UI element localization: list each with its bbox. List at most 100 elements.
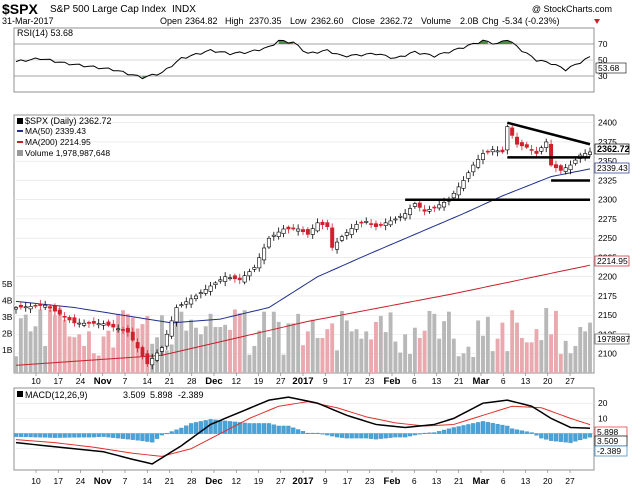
volume-bar <box>383 332 388 373</box>
rsi-value-tag: 53.68 <box>598 63 620 73</box>
macd-histogram-bar <box>441 429 447 434</box>
candle-body <box>262 247 267 261</box>
macd-histogram-bar <box>281 425 286 434</box>
volume-bar <box>432 313 437 373</box>
candle-body <box>140 347 145 357</box>
candle-body <box>291 227 296 230</box>
candle-body <box>339 236 344 241</box>
candle-body <box>505 126 510 151</box>
volume-tick-label: 2B <box>2 329 13 339</box>
volume-bar <box>62 319 67 373</box>
volume-tick-label: 5B <box>2 279 13 289</box>
macd-histogram-bar <box>383 433 388 439</box>
volume-bar <box>213 327 218 373</box>
volume-bar <box>291 323 296 373</box>
macd-histogram-bar <box>378 433 383 439</box>
macd-histogram-bar <box>169 431 174 434</box>
macd-legend: MACD(12,26,9) 3.509 5.898 -2.389 <box>17 390 204 400</box>
chart-header: $SPX S&P 500 Large Cap Index INDX @ Stoc… <box>2 1 612 26</box>
macd-histogram-bar <box>325 433 330 436</box>
volume-bar <box>568 353 573 373</box>
macd-histogram-bar <box>500 424 505 434</box>
volume-bar <box>378 316 383 373</box>
x-axis-tick-label: 13 <box>432 376 442 386</box>
volume-bar <box>48 309 52 373</box>
rsi-value-tag-box <box>595 62 627 74</box>
volume-bar <box>422 330 427 373</box>
volume-bar <box>558 354 563 373</box>
candle-body <box>135 342 140 349</box>
candle-body <box>364 220 369 223</box>
candle-body <box>461 180 466 189</box>
macd-histogram-bar <box>130 433 135 440</box>
trendline <box>506 121 591 146</box>
volume-bar <box>446 311 451 373</box>
volume-bar <box>174 310 179 373</box>
x-axis-tick-label: Feb <box>384 476 401 487</box>
macd-histogram-bar <box>403 433 408 438</box>
candle-body <box>86 322 91 324</box>
macd-histogram-bar <box>373 433 379 440</box>
candle-body <box>344 232 349 236</box>
candle-body <box>442 201 447 208</box>
macd-histogram-bar <box>437 431 442 434</box>
volume-bar <box>315 337 320 373</box>
volume-label: Volume <box>421 16 451 26</box>
low-label: Low <box>290 16 307 26</box>
macd-histogram-bar <box>189 423 194 434</box>
x-axis-tick-label: 12 <box>232 376 242 386</box>
x-axis-tick-label: 7 <box>123 376 128 386</box>
candle-body <box>325 222 330 227</box>
volume-bar <box>164 350 169 373</box>
volume-bar <box>583 331 588 373</box>
symbol: $SPX <box>2 1 38 17</box>
candle-body <box>403 213 408 219</box>
x-axis-tick-label: 20 <box>543 476 553 486</box>
volume-tick-label: 4B <box>2 296 13 306</box>
macd-histogram-bar <box>291 427 296 434</box>
x-axis-tick-label: 14 <box>143 376 153 386</box>
macd-histogram-bar <box>519 430 524 434</box>
macd-histogram-bar <box>38 433 43 438</box>
x-axis-tick-label: Dec <box>205 376 222 387</box>
macd-histogram-bar <box>296 429 301 434</box>
macd-histogram-bar <box>120 433 126 439</box>
macd-histogram-bar <box>86 433 92 438</box>
candle-body <box>451 192 456 199</box>
macd-histogram-bar <box>548 433 554 441</box>
macd-histogram-bar <box>563 433 568 443</box>
macd-histogram-bar <box>223 420 228 434</box>
x-axis-tick-label: 6 <box>412 476 417 486</box>
volume-bar <box>116 313 121 373</box>
close-tag-box <box>594 143 630 155</box>
price-tags: 2362.72 2339.43 2214.95 1978987 <box>594 143 630 345</box>
macd-histogram-bar <box>242 422 247 434</box>
volume-bar <box>271 311 276 373</box>
macd-hist-value: -2.389 <box>178 390 204 400</box>
macd-histogram-bar <box>553 433 559 442</box>
volume-bar <box>91 353 96 373</box>
x-axis-tick-label: 9 <box>323 376 328 386</box>
low-value: 2362.60 <box>311 16 344 26</box>
x-axis-tick-label: 9 <box>323 476 328 486</box>
volume-bar <box>43 345 48 373</box>
volume-bar <box>286 323 291 373</box>
volume-bar <box>305 331 310 373</box>
x-axis-tick-label: Nov <box>94 476 113 487</box>
legend-swatch-price <box>17 118 23 124</box>
ma50-tag: 2339.43 <box>597 163 628 173</box>
candle-body <box>106 321 111 326</box>
candle-body <box>432 206 437 209</box>
volume-bar <box>57 308 62 373</box>
macd-histogram-bar <box>164 433 169 435</box>
macd-histogram-bar <box>154 433 160 439</box>
volume-bar <box>189 319 194 373</box>
macd-histogram-bar <box>339 433 345 438</box>
macd-histogram-bar <box>485 422 490 434</box>
exchange: INDX <box>172 4 196 15</box>
volume-bar <box>403 334 408 373</box>
candle-body <box>232 275 237 280</box>
price-frame <box>13 114 595 374</box>
candle-body <box>62 316 67 318</box>
volume-bar <box>359 338 364 373</box>
